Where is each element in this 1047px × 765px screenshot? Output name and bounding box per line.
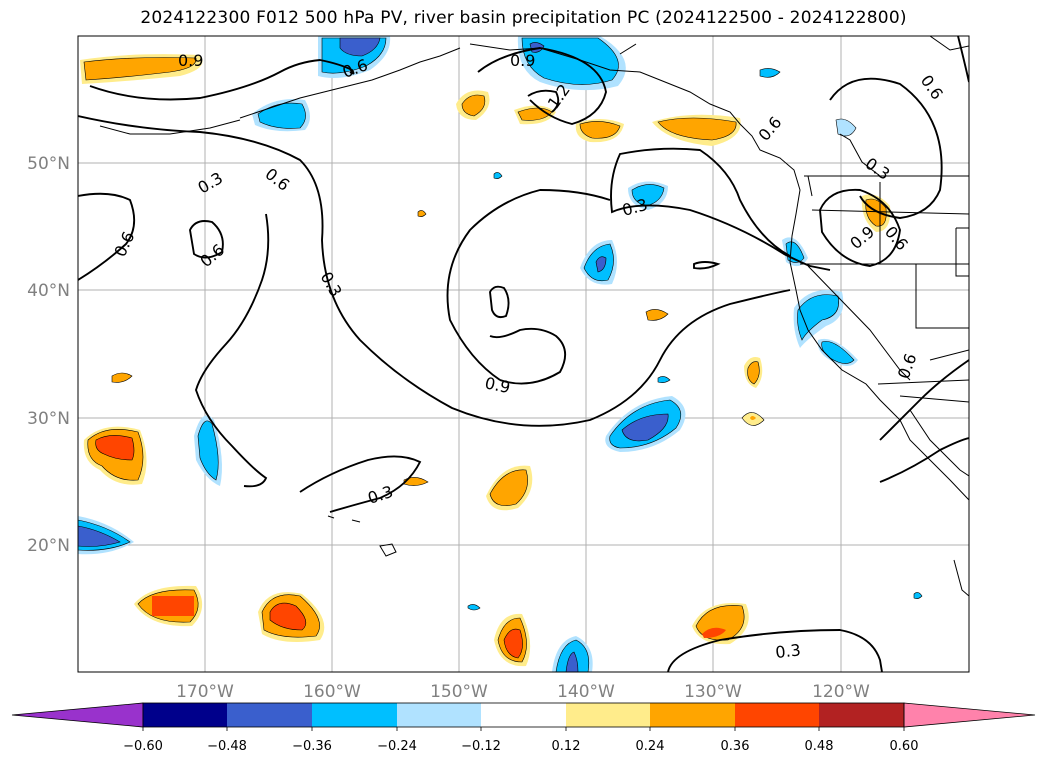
shade-small-blue-137w <box>657 376 671 383</box>
colorbar-tick-label: −0.36 <box>292 739 332 754</box>
colorbar-tick-label: −0.24 <box>377 739 417 754</box>
colorbar-segment <box>397 703 481 727</box>
colorbar-segment <box>735 703 819 727</box>
lon-label: 140°W <box>557 682 615 700</box>
colorbar-tick-label: 0.24 <box>636 739 665 754</box>
contour-label: 0.3 <box>774 640 801 662</box>
shade-positive-127w-30n <box>741 412 765 426</box>
contour-small-169w <box>189 220 224 259</box>
colorbar-extend-max <box>903 702 1036 728</box>
colorbar-segment <box>566 703 650 727</box>
contour-label: 0.9 <box>510 51 535 70</box>
shade-positive-149w <box>456 90 490 120</box>
colorbar-extend-min <box>11 702 144 728</box>
colorbar-ticks: −0.60 −0.48 −0.36 −0.24 −0.12 0.12 0.24 … <box>123 739 918 754</box>
shade-negative-169w <box>194 415 222 486</box>
map-frame <box>77 35 970 673</box>
shade-positive-144w-24n <box>486 465 533 511</box>
shade-speck-148w <box>493 172 503 179</box>
shade-positive-174w-28n <box>83 426 147 485</box>
shade-speck-se <box>913 592 923 599</box>
colorbar-tick-label: −0.60 <box>123 739 163 754</box>
shade-negative-180w-20n <box>78 516 134 555</box>
contour-label: 0.9 <box>178 51 203 70</box>
contour-label: 0.9 <box>483 373 512 397</box>
contour-bottom <box>667 629 883 672</box>
lat-label: 20°N <box>27 536 70 556</box>
colorbar-tick-label: −0.48 <box>207 739 247 754</box>
colorbar-frame <box>142 702 905 728</box>
colorbar-tick-label: 0.36 <box>721 739 750 754</box>
contour-small-133w <box>693 261 721 270</box>
colorbar-segment <box>143 703 227 727</box>
precipitation-shading <box>78 36 923 672</box>
contour-ak-loop <box>829 77 943 219</box>
shade-positive-nw <box>80 54 203 84</box>
shade-positive-127w-34n <box>744 357 763 388</box>
contour-top-left <box>89 59 355 101</box>
contour-ne-edge <box>957 36 969 83</box>
shade-positive-145w-14n <box>494 613 531 667</box>
shade-positive-172w-16n <box>134 585 203 627</box>
colorbar-tick-label: 0.60 <box>890 739 919 754</box>
contour-socal <box>879 359 969 441</box>
shade-small-blue-ne <box>759 68 781 78</box>
shade-positive-small-153w <box>403 477 429 486</box>
contour-mid-loop <box>299 455 422 513</box>
shade-negative-137w-30n <box>605 396 686 452</box>
lon-label: 130°W <box>684 682 742 700</box>
lon-label: 170°W <box>176 682 234 700</box>
contour-vert-162w <box>195 213 270 488</box>
coastlines <box>99 36 969 597</box>
contour-gyre <box>610 147 831 271</box>
colorbar-tick-label: −0.12 <box>461 739 501 754</box>
map-area: 0.9 0.6 0.9 1.2 0.6 0.3 0.6 0.3 0.6 0.6 … <box>78 36 969 672</box>
lon-label: 120°W <box>812 682 870 700</box>
colorbar-segment <box>650 703 735 727</box>
chart-title: 2024122300 F012 500 hPa PV, river basin … <box>140 8 907 28</box>
colorbar-segment <box>819 703 904 727</box>
lat-label: 40°N <box>27 281 70 301</box>
longitude-labels: 170°W 160°W 150°W 140°W 130°W 120°W <box>176 682 870 700</box>
lon-label: 150°W <box>430 682 488 700</box>
pv-contours <box>78 36 969 672</box>
lat-label: 50°N <box>27 154 70 174</box>
colorbar-tick-label: 0.12 <box>552 739 581 754</box>
shade-negative-136w <box>628 181 668 210</box>
shade-negative-141w <box>580 240 617 285</box>
shade-positive-131w <box>652 114 741 146</box>
lon-label: 160°W <box>303 682 361 700</box>
lat-label: 30°N <box>27 409 70 429</box>
contour-inner-spiral <box>446 189 611 385</box>
contour-left-long-a <box>78 115 791 427</box>
colorbar-segments <box>11 702 1036 731</box>
shade-speck-153w <box>417 210 427 217</box>
contour-left-long-b <box>78 192 136 281</box>
contour-loop-145w <box>527 89 560 113</box>
colorbar-segment <box>227 703 312 727</box>
colorbar-segment <box>312 703 397 727</box>
shade-positive-164w-15n <box>258 592 325 642</box>
colorbar-segment <box>481 703 566 727</box>
shade-positive-138w <box>575 119 624 143</box>
colorbar-tick-label: 0.48 <box>805 739 834 754</box>
contour-pnw-loop <box>819 188 901 267</box>
shade-small-blue-151w <box>467 604 481 611</box>
shade-positive-small-174w <box>111 372 133 383</box>
latitude-labels: 50°N 40°N 30°N 20°N <box>27 154 70 556</box>
shade-negative-139w-12n <box>552 636 593 672</box>
shade-positive-small-134w <box>645 309 669 321</box>
contour-gulf-loop <box>477 47 607 125</box>
shade-positive-130w-14n <box>692 602 749 645</box>
contour-se <box>879 437 969 483</box>
shade-negative-socal <box>817 338 858 366</box>
map-panel: 0.9 0.6 0.9 1.2 0.6 0.3 0.6 0.3 0.6 0.6 … <box>27 35 970 700</box>
contour-small-150w <box>489 285 510 319</box>
